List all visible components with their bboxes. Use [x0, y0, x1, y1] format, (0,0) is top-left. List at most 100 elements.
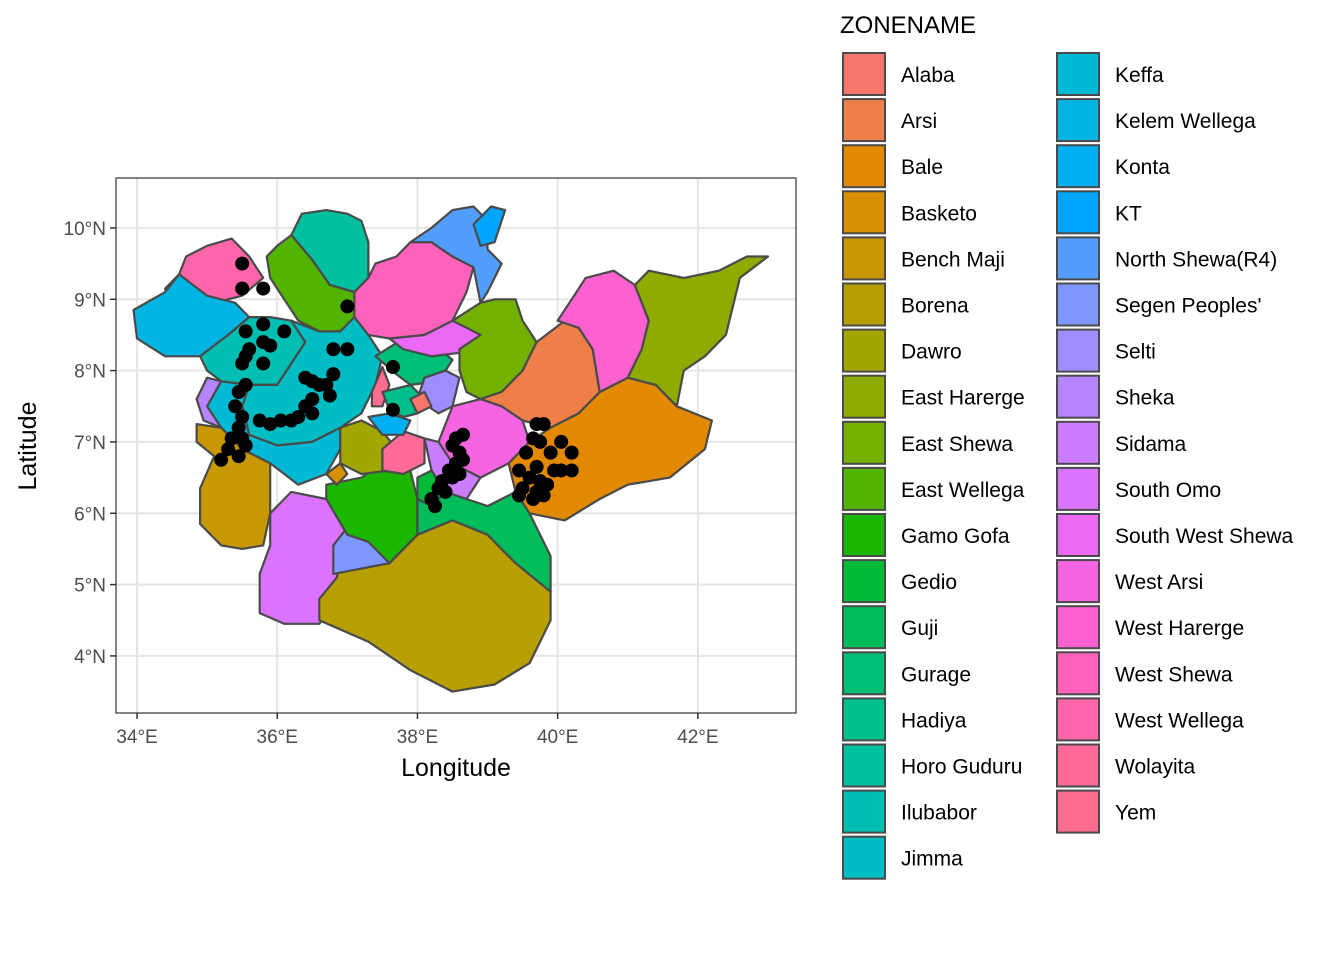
- sample-point: [564, 463, 579, 478]
- legend-swatch: [842, 835, 886, 880]
- sample-point: [252, 413, 267, 428]
- legend-swatch: [842, 98, 886, 143]
- sample-point: [214, 452, 229, 467]
- legend-item-yem: Yem: [1056, 789, 1156, 834]
- y-tick-label: 8°N: [74, 362, 106, 383]
- legend-swatch: [1056, 374, 1100, 419]
- sample-point: [256, 281, 271, 296]
- legend-swatch: [842, 743, 886, 788]
- legend-label: North Shewa(R4): [1115, 248, 1277, 271]
- legend-label: Alaba: [901, 64, 955, 87]
- legend-label: Gamo Gofa: [901, 525, 1010, 548]
- sample-point: [456, 452, 471, 467]
- sample-point: [522, 470, 537, 485]
- legend-item-west-arsi: West Arsi: [1056, 559, 1203, 604]
- legend-item-arsi: Arsi: [842, 98, 937, 143]
- y-tick-label: 5°N: [74, 576, 106, 597]
- y-tick-label: 6°N: [74, 504, 106, 525]
- sample-point: [256, 317, 271, 332]
- legend-swatch: [1056, 236, 1100, 281]
- legend-label: West Wellega: [1115, 709, 1244, 732]
- y-tick-label: 9°N: [74, 290, 106, 311]
- legend-swatch: [1056, 466, 1100, 511]
- legend-label: East Harerge: [901, 387, 1025, 410]
- sample-point: [536, 417, 551, 432]
- legend-item-jimma: Jimma: [842, 835, 963, 880]
- y-tick-label: 10°N: [64, 219, 106, 240]
- legend-swatch: [1056, 605, 1100, 650]
- legend-label: Guji: [901, 617, 938, 640]
- sample-point: [554, 463, 569, 478]
- legend-swatch: [1056, 190, 1100, 235]
- sample-point: [231, 449, 246, 464]
- sample-point: [235, 356, 250, 371]
- legend-swatch: [1056, 559, 1100, 604]
- y-tick-label: 7°N: [74, 433, 106, 454]
- sample-point: [526, 492, 541, 506]
- legend-label: Konta: [1115, 156, 1170, 179]
- sample-point: [231, 385, 246, 399]
- sample-point: [224, 431, 239, 446]
- legend-swatch: [842, 144, 886, 189]
- sample-point: [256, 356, 271, 371]
- legend-item-sheka: Sheka: [1056, 374, 1175, 419]
- legend-swatch: [1056, 651, 1100, 696]
- sample-point: [235, 281, 250, 296]
- legend-label: West Arsi: [1115, 571, 1203, 594]
- sample-point: [533, 434, 548, 449]
- legend-label: KT: [1115, 202, 1142, 225]
- sample-point: [529, 459, 544, 474]
- legend-label: Gurage: [901, 663, 971, 686]
- zone-alaba: [409, 390, 433, 415]
- sample-point: [340, 299, 355, 314]
- x-tick-label: 36°E: [257, 727, 298, 748]
- legend-label: Yem: [1115, 802, 1156, 825]
- panel-border: [115, 177, 797, 714]
- sample-point: [438, 484, 453, 499]
- legend-swatch: [1056, 743, 1100, 788]
- sample-point: [235, 256, 250, 271]
- legend-swatch: [842, 789, 886, 834]
- legend-item-gamo-gofa: Gamo Gofa: [842, 513, 1010, 557]
- legend-swatch: [1056, 697, 1100, 742]
- legend-swatch: [842, 697, 886, 742]
- sample-point: [284, 413, 299, 428]
- x-axis-ticks: 34°E 36°E 38°E 40°E 42°E: [116, 713, 719, 748]
- legend-item-west-harerge: West Harerge: [1056, 605, 1244, 650]
- legend-label: Arsi: [901, 110, 937, 133]
- legend-item-horo-guduru: Horo Guduru: [842, 743, 1022, 788]
- legend-label: Segen Peoples': [1115, 295, 1261, 318]
- x-axis-title: Longitude: [401, 754, 511, 782]
- legend-label: Ilubabor: [901, 802, 977, 825]
- legend-swatch: [842, 605, 886, 650]
- legend-item-konta: Konta: [1056, 144, 1170, 189]
- sample-point: [519, 445, 534, 460]
- sample-point: [231, 420, 246, 435]
- legend-label: Basketo: [901, 202, 977, 225]
- legend-item-west-wellega: West Wellega: [1056, 697, 1244, 742]
- sample-point: [427, 499, 442, 514]
- legend-label: Sheka: [1115, 387, 1175, 410]
- legend-item-dawro: Dawro: [842, 328, 962, 373]
- legend-swatch: [1056, 420, 1100, 465]
- legend-item-bench-maji: Bench Maji: [842, 236, 1005, 281]
- legend-label: Jimma: [901, 848, 963, 871]
- y-tick-label: 4°N: [74, 647, 106, 668]
- x-tick-label: 42°E: [677, 727, 718, 748]
- legend: Alaba Arsi Bale Basketo Bench Maji Borena Dawr…: [842, 52, 1294, 880]
- sample-point: [452, 467, 467, 482]
- legend-swatch: [1056, 789, 1100, 834]
- legend-item-hadiya: Hadiya: [842, 697, 967, 742]
- sample-point: [326, 342, 341, 357]
- zone-kt: [472, 205, 507, 247]
- legend-label: East Wellega: [901, 479, 1025, 502]
- y-axis-title: Latitude: [14, 402, 42, 491]
- sample-point: [456, 427, 471, 442]
- legend-item-guji: Guji: [842, 605, 938, 650]
- legend-item-ilubabor: Ilubabor: [842, 789, 977, 834]
- sample-point: [540, 477, 555, 492]
- legend-swatch: [1056, 328, 1100, 373]
- sample-point: [235, 409, 250, 424]
- sample-point: [277, 324, 292, 339]
